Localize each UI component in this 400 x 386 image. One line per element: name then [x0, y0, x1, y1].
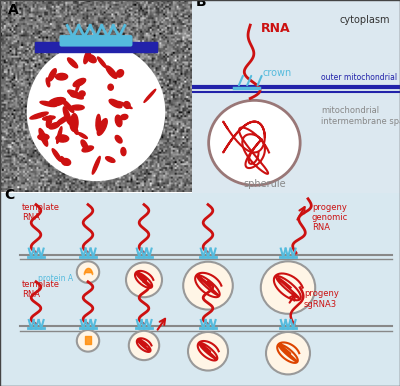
- Ellipse shape: [46, 116, 52, 127]
- Text: progeny
sgRNA3: progeny sgRNA3: [304, 290, 339, 309]
- Text: template
RNA: template RNA: [22, 280, 60, 299]
- Text: cytoplasm: cytoplasm: [339, 15, 390, 25]
- Ellipse shape: [39, 129, 48, 146]
- Ellipse shape: [49, 122, 60, 129]
- Ellipse shape: [56, 135, 69, 142]
- Text: outer mitochondrial membrane: outer mitochondrial membrane: [321, 73, 400, 82]
- Ellipse shape: [115, 135, 122, 143]
- Ellipse shape: [116, 70, 124, 77]
- Ellipse shape: [60, 157, 66, 165]
- Ellipse shape: [96, 114, 100, 131]
- Ellipse shape: [87, 55, 96, 63]
- Text: template
RNA: template RNA: [22, 203, 60, 222]
- Ellipse shape: [68, 90, 83, 99]
- Ellipse shape: [76, 81, 80, 92]
- Ellipse shape: [109, 99, 122, 108]
- Ellipse shape: [70, 91, 77, 97]
- Ellipse shape: [81, 140, 88, 149]
- Ellipse shape: [48, 69, 56, 81]
- Circle shape: [77, 261, 99, 283]
- Text: mitochondrial
intermembrane space: mitochondrial intermembrane space: [321, 106, 400, 125]
- Ellipse shape: [63, 107, 71, 125]
- Ellipse shape: [120, 114, 128, 120]
- Circle shape: [126, 262, 162, 297]
- Ellipse shape: [121, 147, 126, 156]
- Ellipse shape: [115, 115, 122, 127]
- Ellipse shape: [46, 78, 50, 87]
- Ellipse shape: [56, 73, 68, 80]
- Ellipse shape: [79, 91, 85, 96]
- Circle shape: [261, 261, 315, 314]
- Circle shape: [188, 332, 228, 371]
- Text: progeny
genomic
RNA: progeny genomic RNA: [312, 203, 348, 232]
- Text: spherule: spherule: [244, 179, 286, 189]
- Circle shape: [183, 262, 233, 310]
- Ellipse shape: [40, 101, 56, 107]
- Text: C: C: [4, 188, 14, 202]
- Ellipse shape: [97, 119, 107, 135]
- Circle shape: [266, 332, 310, 374]
- Ellipse shape: [98, 57, 106, 68]
- Bar: [34, 42, 158, 52]
- Ellipse shape: [92, 156, 100, 174]
- Text: crown: crown: [263, 68, 292, 78]
- Ellipse shape: [56, 116, 69, 125]
- Ellipse shape: [68, 58, 78, 68]
- Ellipse shape: [70, 116, 77, 131]
- Ellipse shape: [71, 113, 78, 131]
- Ellipse shape: [73, 78, 86, 86]
- Circle shape: [77, 330, 99, 352]
- Circle shape: [209, 100, 300, 185]
- Ellipse shape: [73, 126, 78, 134]
- Ellipse shape: [38, 134, 49, 140]
- Ellipse shape: [118, 102, 132, 108]
- Circle shape: [129, 331, 159, 360]
- Ellipse shape: [48, 98, 66, 106]
- Text: A: A: [8, 3, 18, 17]
- Ellipse shape: [30, 112, 48, 119]
- Ellipse shape: [78, 133, 87, 139]
- Text: B: B: [196, 0, 207, 9]
- Ellipse shape: [82, 146, 94, 152]
- Ellipse shape: [57, 127, 62, 143]
- Ellipse shape: [124, 102, 130, 108]
- Ellipse shape: [52, 149, 61, 161]
- FancyBboxPatch shape: [60, 35, 132, 47]
- Ellipse shape: [144, 89, 156, 102]
- Ellipse shape: [43, 116, 55, 120]
- Ellipse shape: [84, 49, 90, 64]
- Circle shape: [29, 45, 163, 179]
- Ellipse shape: [71, 105, 84, 110]
- Ellipse shape: [108, 84, 113, 90]
- Text: protein A: protein A: [38, 274, 73, 283]
- Ellipse shape: [106, 66, 117, 78]
- Ellipse shape: [106, 157, 115, 163]
- Ellipse shape: [62, 100, 74, 112]
- Text: RNA: RNA: [261, 22, 290, 36]
- Ellipse shape: [62, 159, 71, 165]
